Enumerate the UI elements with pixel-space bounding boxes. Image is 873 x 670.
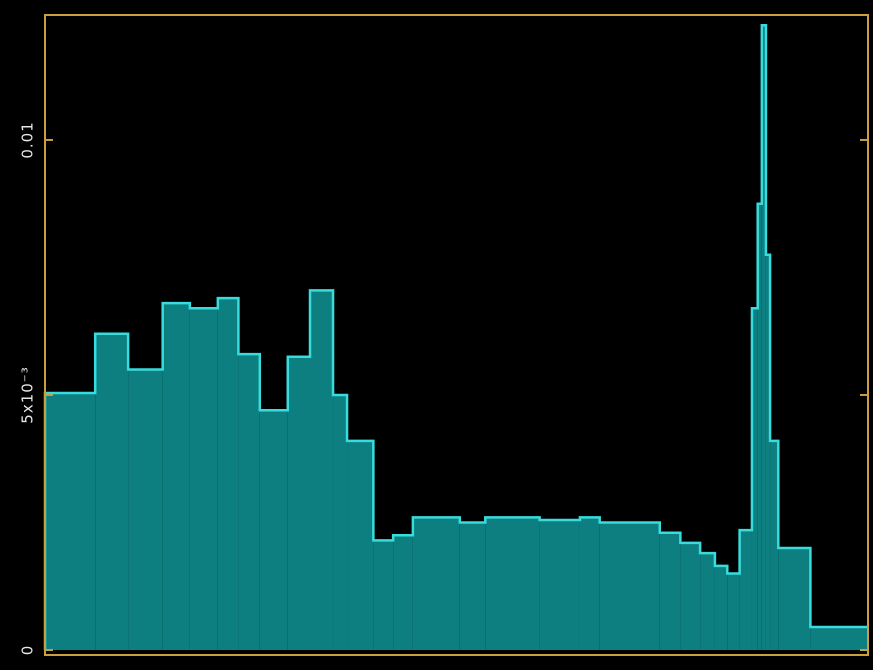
bar [770,440,779,650]
bar [259,410,288,650]
bar [751,308,758,650]
bar [162,303,190,650]
bar [393,535,413,650]
bar [659,532,681,650]
bar [310,290,334,650]
bar [238,354,260,650]
bar [714,565,728,650]
plot-frame [44,14,869,656]
y-tick-label: 0.01 [19,121,37,158]
bar [757,203,762,651]
bar [765,254,771,650]
bar [217,298,239,650]
bar [95,333,129,650]
bar [700,553,715,650]
bar [739,530,752,650]
bar [128,369,163,650]
bar [287,356,311,650]
bar [459,522,486,650]
bar [727,573,740,650]
bar [333,394,348,650]
y-tick-label: 0 [19,645,37,656]
bar [599,522,660,650]
bar [373,540,394,650]
bar [761,25,766,650]
y-tick-label: 5x10⁻³ [19,366,37,423]
bar [485,517,540,650]
bar [347,440,374,650]
bar [412,517,460,650]
bar [810,627,868,650]
bar [680,542,701,650]
bar-outline [43,23,868,650]
bar [539,519,580,650]
bar [778,547,811,650]
bar [45,392,96,650]
bar [189,308,218,650]
bar [579,517,600,650]
